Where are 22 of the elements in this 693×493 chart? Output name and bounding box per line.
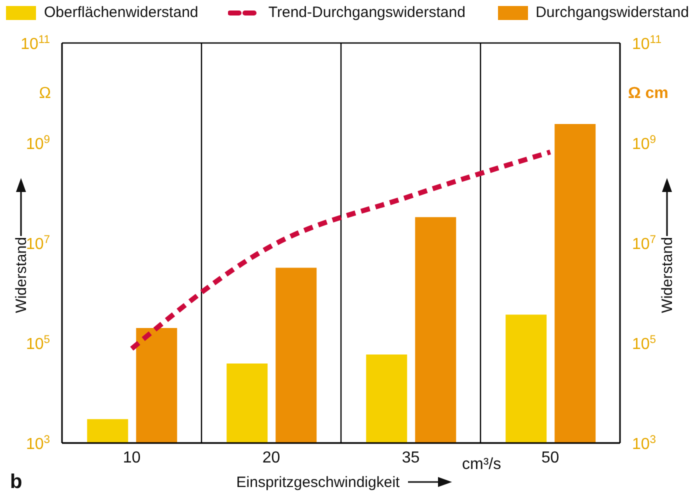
text: 10$^{11}$ bbox=[632, 34, 662, 53]
legend-label: Oberflächenwiderstand bbox=[43, 4, 198, 21]
text: 10$^{7}$ bbox=[632, 234, 656, 253]
text: Ω bbox=[39, 85, 52, 102]
y-tick-label: 10$^{3}$ bbox=[26, 434, 50, 453]
y-tick-label: 10$^{9}$ bbox=[26, 134, 50, 153]
x-tick-label: 10 bbox=[122, 449, 141, 466]
y-tick-label: 10$^{5}$ bbox=[26, 334, 50, 353]
x-tick-label: 20 bbox=[262, 449, 280, 466]
text: b bbox=[10, 471, 22, 493]
x-tick-label: 50 bbox=[541, 449, 560, 466]
x-tick-label: 35 bbox=[402, 449, 420, 466]
text: 10$^{5}$ bbox=[632, 334, 656, 353]
y2-axis-title: Widerstand bbox=[659, 237, 676, 313]
text: 10$^{9}$ bbox=[632, 134, 656, 153]
text: 10$^{3}$ bbox=[632, 434, 656, 453]
text: cm³/s bbox=[462, 456, 502, 473]
text: Ω cm bbox=[628, 85, 668, 102]
y-tick-label: 10$^{11}$ bbox=[20, 34, 50, 53]
legend-label: Durchgangswiderstand bbox=[534, 4, 689, 21]
x-axis-title: Einspritzgeschwindigkeit bbox=[236, 474, 401, 491]
legend-label: Trend-Durchgangswiderstand bbox=[267, 4, 466, 21]
